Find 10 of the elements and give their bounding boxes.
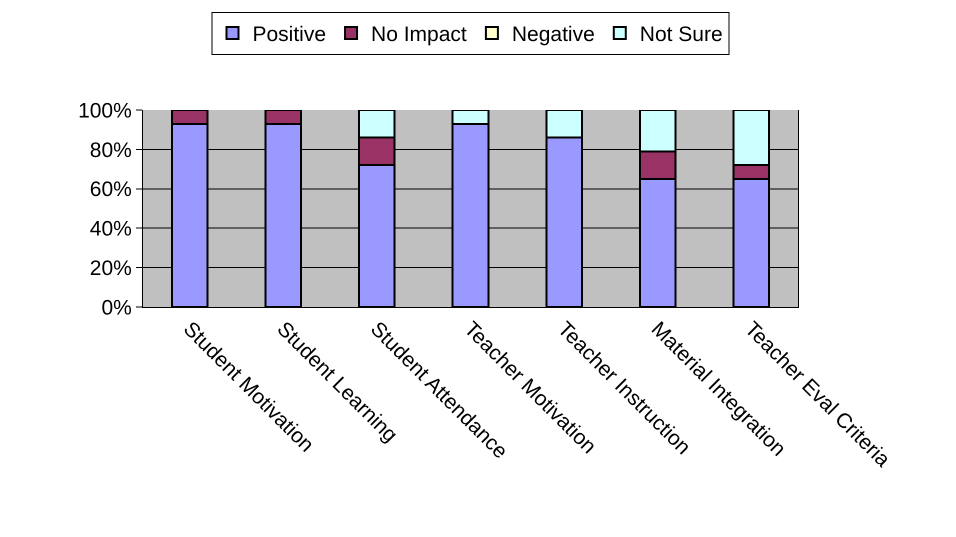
legend-label: No Impact — [371, 23, 467, 46]
y-tick-label: 20% — [90, 256, 132, 280]
legend-label: Negative — [512, 23, 595, 46]
y-tick-label: 80% — [90, 138, 132, 162]
y-tick-label: 0% — [101, 296, 132, 320]
legend-label: Not Sure — [640, 23, 723, 46]
y-tick-label: 100% — [78, 99, 132, 122]
y-tick-label: 40% — [90, 218, 132, 241]
y-tick-label: 60% — [90, 178, 132, 202]
legend-label: Positive — [252, 23, 326, 46]
